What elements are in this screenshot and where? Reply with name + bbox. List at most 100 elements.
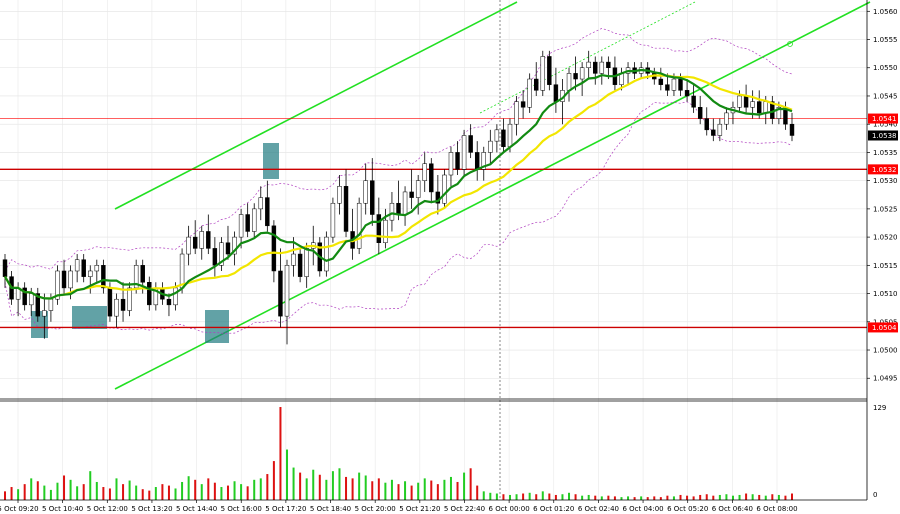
volume-bar: [725, 494, 728, 500]
candle-body: [101, 265, 106, 289]
volume-bar: [371, 481, 374, 500]
price-level-badge: [868, 130, 898, 141]
candle-body: [94, 265, 100, 272]
time-axis: 5 Oct 09:20 5 Oct 10:40 5 Oct 12:00 5 Oct 1…: [0, 500, 798, 513]
volume-axis: 129 0: [873, 404, 886, 499]
channel-lower-line: [114, 1, 871, 390]
volume-bar: [581, 495, 584, 500]
volume-bar: [259, 478, 262, 500]
price-tick-label: 1.0505: [873, 318, 898, 326]
candle-body: [55, 270, 60, 300]
candle-body: [737, 95, 742, 108]
candle-body: [488, 140, 493, 153]
volume-bar: [377, 478, 380, 500]
candle-body: [206, 231, 211, 249]
slow-moving-average: [4, 74, 793, 300]
volume-bar: [738, 494, 741, 500]
volume-bar: [705, 494, 708, 500]
candle-body: [232, 236, 237, 255]
volume-bar: [318, 474, 321, 500]
volume-bar: [417, 482, 420, 500]
time-tick-label: 5 Oct 14:40: [176, 505, 217, 513]
time-tick-label: 5 Oct 13:20: [131, 505, 172, 513]
candle-body: [415, 180, 421, 198]
volume-bar: [791, 493, 793, 500]
candle-body: [461, 135, 467, 170]
candle-body: [579, 67, 585, 80]
price-tick-label: 1.0515: [873, 262, 898, 270]
candle-body: [199, 231, 204, 249]
candle-body: [383, 219, 388, 244]
volume-bar: [272, 461, 275, 500]
volume-bar: [207, 478, 210, 500]
candle-body: [173, 287, 178, 306]
time-tick-label: 5 Oct 21:20: [399, 505, 440, 513]
candle-body: [225, 242, 231, 255]
volume-bar: [312, 469, 315, 500]
volume-bar: [404, 481, 407, 500]
candle-body: [297, 253, 303, 277]
volume-bar: [469, 468, 472, 500]
candle-body: [474, 152, 480, 170]
grid: [0, 0, 867, 500]
volume-bar: [266, 474, 269, 500]
volume-bar: [679, 494, 682, 500]
candle-body: [35, 293, 41, 317]
volume-bar: [489, 492, 492, 500]
candle-body: [442, 174, 447, 204]
volume-bar: [522, 493, 525, 500]
volume-bar: [305, 478, 308, 500]
volume-bar: [699, 494, 702, 500]
candle-body: [251, 208, 257, 232]
candle-body: [776, 107, 782, 119]
candle-body: [271, 225, 277, 272]
chart-frame: [0, 0, 868, 501]
volume-bar: [226, 485, 229, 500]
volume-bar: [777, 494, 780, 500]
candle-body: [448, 152, 454, 176]
volume-bar: [390, 479, 393, 500]
price-level-label: 1.0532: [872, 166, 897, 174]
candle-body: [2, 259, 8, 277]
volume-bar: [364, 475, 367, 500]
candle-body: [337, 186, 342, 204]
signal-zone: [31, 311, 48, 338]
volume-bar: [508, 494, 511, 500]
candle-body: [166, 298, 172, 306]
candle-body: [179, 253, 185, 289]
candle-body: [606, 61, 611, 68]
candle-body: [507, 123, 513, 148]
candle-body: [527, 78, 532, 108]
volume-bar: [331, 471, 334, 500]
time-tick-label: 6 Oct 06:40: [712, 505, 753, 513]
volume-bar: [43, 485, 46, 500]
volume-bar: [640, 496, 643, 500]
channel-anchor-point: [787, 41, 793, 47]
candle-body: [396, 202, 401, 215]
volume-bar: [731, 495, 734, 500]
volume-bar: [620, 497, 623, 500]
candle-body: [402, 191, 408, 215]
volume-bar: [672, 496, 675, 500]
candle-body: [324, 236, 329, 272]
volume-bar: [4, 491, 6, 500]
channel-upper-line: [114, 1, 518, 210]
price-level-badge: [868, 164, 898, 175]
candle-body: [691, 95, 696, 108]
candle-body: [520, 101, 526, 108]
candle-body: [29, 293, 34, 306]
candle-body: [140, 265, 145, 283]
price-tick-label: 1.0530: [873, 177, 898, 185]
volume-bar: [213, 482, 216, 500]
price-tick-label: 1.0540: [873, 121, 898, 129]
candle-body: [704, 118, 709, 131]
candle-body: [422, 163, 427, 181]
candle-body: [304, 248, 309, 277]
candle-body: [284, 265, 290, 317]
time-tick-label: 5 Oct 16:00: [221, 505, 262, 513]
volume-bar: [423, 478, 426, 500]
candle-body: [501, 129, 506, 148]
volume-bar: [292, 467, 295, 500]
candle-body: [186, 236, 191, 255]
